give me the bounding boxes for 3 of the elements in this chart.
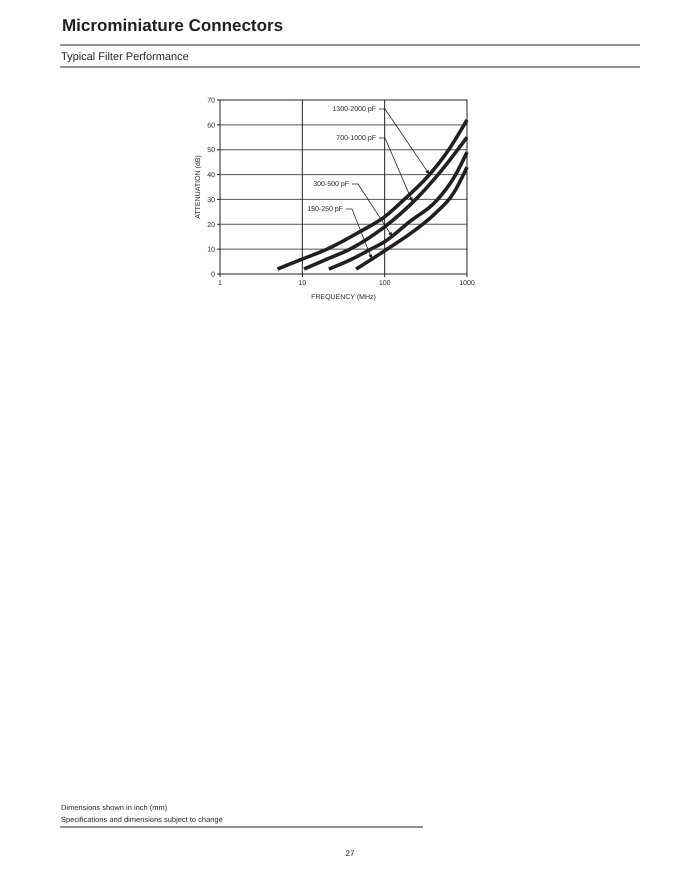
chart-title: Microminiature Connectors: [62, 16, 284, 35]
text: Typical Filter Performance: [61, 51, 189, 63]
text: 27: [346, 849, 355, 858]
